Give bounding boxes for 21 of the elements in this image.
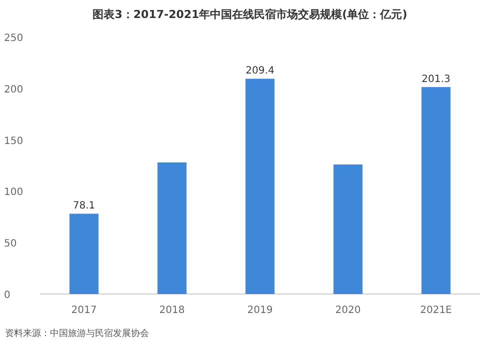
chart-title: 图表3：2017-2021年中国在线民宿市场交易规模(单位：亿元) [92, 8, 408, 21]
x-tick-label: 2018 [159, 305, 185, 316]
y-tick-label: 0 [4, 290, 10, 301]
y-tick-label: 100 [4, 187, 24, 198]
data-label: 209.4 [246, 66, 274, 77]
bar [422, 87, 450, 294]
x-tick-label: 2020 [335, 305, 361, 316]
y-tick-label: 50 [4, 238, 17, 250]
data-label: 78.1 [72, 200, 96, 212]
x-tick-label: 2019 [247, 305, 273, 316]
x-tick-label: 2017 [71, 305, 97, 316]
bar [158, 162, 186, 294]
x-tick-label: 2021E [420, 305, 452, 316]
y-tick-label: 200 [4, 84, 24, 96]
text: 资料来源：中国旅游与民宿发展协会 [5, 328, 149, 339]
data-label: 201.3 [422, 74, 450, 86]
bar [246, 78, 274, 294]
bar [334, 164, 362, 294]
y-tick-label: 150 [4, 136, 24, 147]
y-tick-label: 250 [4, 33, 24, 44]
bar [70, 214, 98, 294]
